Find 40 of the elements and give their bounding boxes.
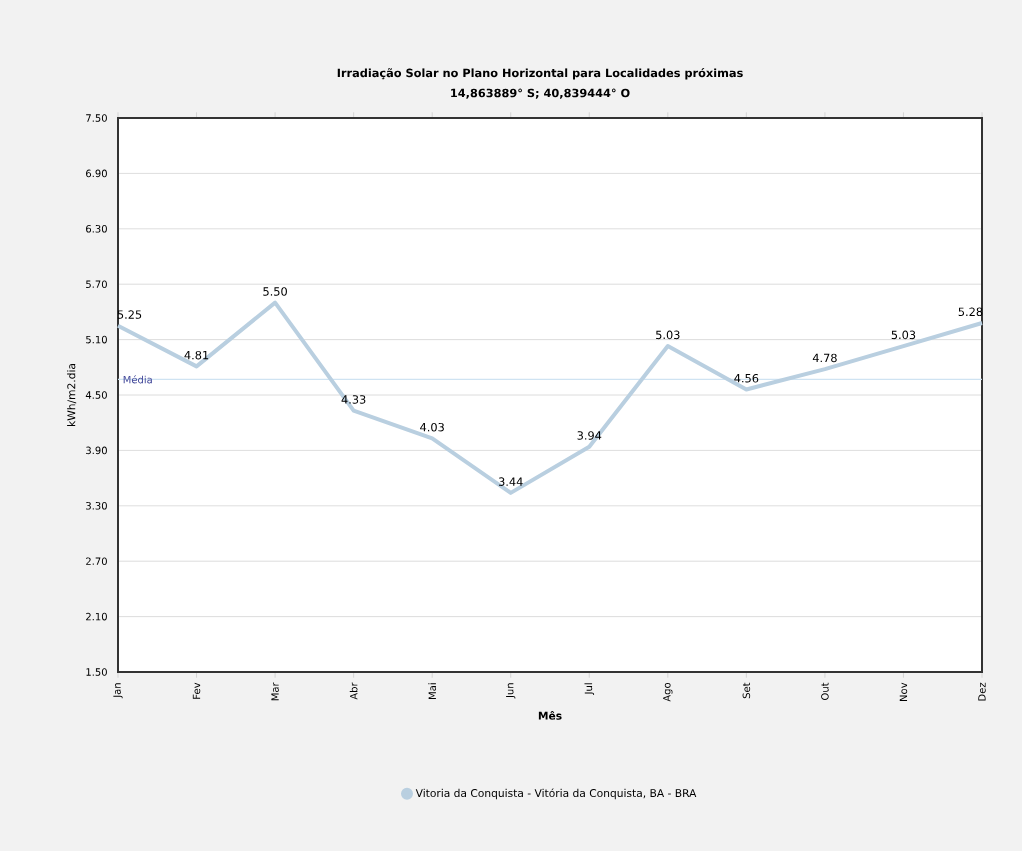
y-tick-label: 3.90 bbox=[86, 446, 107, 455]
data-label: 4.56 bbox=[734, 373, 759, 383]
data-label: 4.78 bbox=[812, 353, 837, 363]
chart-subtitle: 14,863889° S; 40,839444° O bbox=[451, 88, 630, 99]
ref-line-label: Média bbox=[123, 375, 152, 384]
legend-label: Vitoria da Conquista - Vitória da Conquista, BA - BRA bbox=[415, 788, 697, 800]
data-label: 5.03 bbox=[656, 330, 680, 340]
x-tick-label: Nov bbox=[899, 682, 908, 701]
x-axis-title: Mês bbox=[538, 711, 562, 720]
x-tick-label: Fev bbox=[192, 682, 201, 699]
x-tick-label: Ago bbox=[663, 682, 673, 702]
y-tick-label: 5.70 bbox=[86, 280, 107, 288]
y-axis-title: kWh/m2.dia bbox=[67, 364, 77, 426]
x-tick-label: Jul bbox=[584, 683, 595, 695]
x-tick-label: Mar bbox=[271, 682, 279, 701]
data-label: 5.50 bbox=[263, 287, 287, 296]
x-tick-label: Dez bbox=[978, 682, 986, 701]
x-tick-label: Jun bbox=[506, 683, 516, 699]
y-tick-label: 3.30 bbox=[86, 502, 107, 510]
data-label: 4.33 bbox=[341, 395, 366, 404]
y-tick-label: 2.70 bbox=[86, 557, 107, 565]
data-label: 3.44 bbox=[498, 477, 523, 486]
y-tick-label: 5.10 bbox=[86, 335, 107, 344]
data-label: 5.03 bbox=[891, 330, 916, 340]
data-label: 4.03 bbox=[420, 422, 444, 432]
x-tick-label: Out bbox=[821, 682, 829, 700]
data-label: 3.94 bbox=[577, 431, 602, 440]
y-tick-label: 4.50 bbox=[85, 391, 107, 399]
y-tick-label: 7.50 bbox=[86, 114, 107, 122]
chart-title: Irradiação Solar no Plano Horizontal para Localidades próximas bbox=[337, 67, 743, 80]
y-tick-label: 1.50 bbox=[86, 668, 107, 676]
x-tick-label: Abr bbox=[349, 682, 358, 700]
y-tick-label: 2.10 bbox=[86, 612, 107, 621]
line-series bbox=[116, 300, 985, 495]
x-tick-label: Set bbox=[742, 682, 751, 699]
x-tick-label: Jan bbox=[113, 683, 123, 699]
y-tick-label: 6.90 bbox=[86, 169, 107, 178]
data-label: 4.81 bbox=[184, 350, 209, 360]
y-tick-label: 6.30 bbox=[86, 225, 107, 233]
x-tick-label: Mai bbox=[428, 683, 437, 699]
